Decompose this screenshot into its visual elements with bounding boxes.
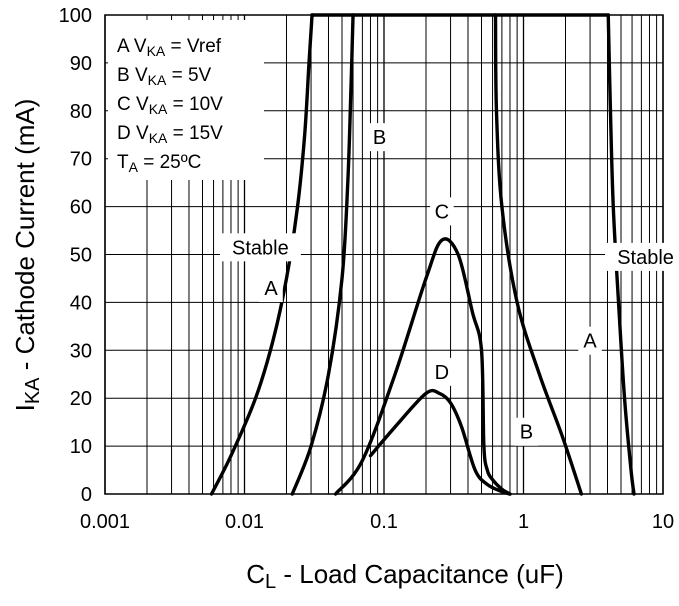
annotation-label: B	[373, 127, 386, 149]
legend-var: V	[136, 94, 149, 115]
legend-var-sub: KA	[148, 72, 167, 88]
stability-curves	[209, 13, 636, 496]
x-tick-label: 0.01	[225, 511, 264, 533]
annotation-bg	[259, 274, 283, 303]
annotation-bg	[219, 233, 301, 262]
y-tick-label: 20	[70, 388, 92, 410]
y-tick-label: 60	[70, 197, 92, 219]
legend-entry: D VKA = 15V	[117, 123, 223, 146]
x-axis-title-main: C	[246, 559, 265, 589]
legend-value: = 5V	[166, 65, 211, 86]
y-tick-label: 0	[81, 484, 92, 506]
annotation-label: Stable	[232, 237, 289, 259]
x-tick-label: 1	[518, 511, 529, 533]
annotation-bg	[605, 242, 679, 271]
legend-bg	[108, 20, 264, 180]
legend-entry: TA = 25ºC	[117, 152, 201, 175]
annotation-label: D	[435, 362, 449, 384]
y-axis-title-main: I	[10, 404, 40, 411]
legend-value: = Vref	[165, 36, 222, 57]
legend-var-sub: KA	[149, 101, 168, 117]
legend-entry: C VKA = 10V	[117, 94, 223, 117]
x-axis-title: CL - Load Capacitance (uF)	[246, 559, 564, 593]
legend-var: T	[117, 152, 129, 173]
y-tick-label: 70	[70, 149, 92, 171]
legend-key: D	[117, 123, 136, 144]
annotation-label: A	[264, 278, 278, 300]
curve-c	[333, 237, 512, 496]
y-tick-label: 100	[59, 5, 92, 27]
y-tick-label: 40	[70, 292, 92, 314]
curve-d	[368, 388, 512, 496]
curve-a-left	[209, 13, 314, 496]
legend-var: V	[135, 65, 148, 86]
annotation-label: B	[520, 422, 533, 444]
legend-var-sub: A	[129, 159, 139, 175]
curve-a-right	[606, 13, 636, 496]
legend-value: = 25ºC	[138, 152, 201, 173]
annotation-bg	[578, 326, 602, 355]
y-tick-label: 90	[70, 53, 92, 75]
curve-annotations: Stable Stable A B C D B A	[219, 123, 679, 446]
legend-key: A	[117, 36, 134, 57]
legend-key: B	[117, 65, 135, 86]
y-tick-label: 30	[70, 340, 92, 362]
legend-var: V	[136, 123, 149, 144]
y-tick-label: 80	[70, 101, 92, 123]
annotation-bg	[367, 123, 392, 152]
x-tick-label: 10	[652, 511, 674, 533]
legend-entry: B VKA = 5V	[117, 65, 212, 88]
annotation-label: A	[583, 331, 597, 353]
annotation-bg	[430, 357, 454, 386]
legend-var: V	[134, 36, 147, 57]
y-tick-label: 50	[70, 245, 92, 267]
curve-b-right	[493, 13, 584, 496]
x-tick-label: 0.1	[370, 511, 398, 533]
legend-entry: A VKA = Vref	[117, 36, 222, 59]
curve-b-left	[290, 13, 355, 496]
y-tick-label: 10	[70, 436, 92, 458]
annotation-label: C	[435, 201, 449, 223]
axis-ticks: 0 10 20 30 40 50 60 70 80 90 100 0.001 0.01 0.1 1 10	[59, 5, 675, 533]
x-tick-label: 0.001	[80, 511, 130, 533]
legend-var-sub: KA	[147, 43, 166, 59]
y-axis-title-rest: - Cathode Current (mA)	[10, 99, 40, 378]
y-axis-title: IKA - Cathode Current (mA)	[10, 99, 44, 412]
legend-value: = 15V	[167, 123, 223, 144]
legend-var-sub: KA	[149, 130, 168, 146]
legend-value: = 10V	[167, 94, 223, 115]
y-axis-title-sub: KA	[22, 377, 44, 404]
x-axis-title-sub: L	[265, 571, 276, 593]
annotation-bg	[430, 197, 454, 226]
x-axis-title-rest: - Load Capacitance (uF)	[276, 559, 564, 589]
annotation-bg	[514, 417, 539, 446]
legend-key: C	[117, 94, 136, 115]
annotation-label: Stable	[617, 247, 674, 269]
